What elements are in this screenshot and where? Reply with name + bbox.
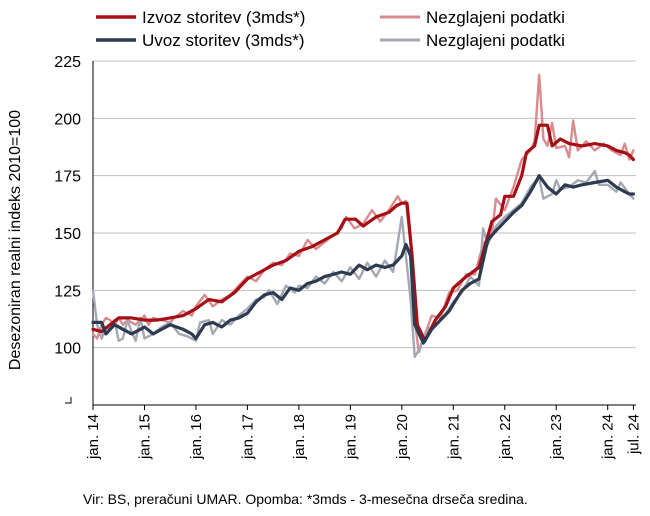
x-tick-label: jul. 24 (625, 414, 642, 455)
x-tick-label: jan. 17 (239, 414, 256, 460)
series-line-uvoz-raw (91, 169, 635, 358)
y-tick-label: 225 (54, 54, 81, 71)
y-tick-label: 150 (54, 226, 81, 243)
y-axis-title: Desezoniran realni indeks 2010=100 (7, 110, 24, 370)
legend-label-uvoz: Uvoz storitev (3mds*) (142, 31, 304, 50)
axes: 100 125 150 175 200 225 jan. 14 jan. 15 jan. 16 j… (54, 54, 642, 460)
gridlines (93, 60, 636, 349)
x-tick-label: jan. 22 (497, 414, 514, 460)
y-tick-label: 125 (54, 283, 81, 300)
x-tick-label: jan. 19 (342, 414, 359, 460)
x-tick-label: jan. 18 (291, 414, 308, 460)
x-tick-label: jan. 23 (548, 414, 565, 460)
legend: Izvoz storitev (3mds*) Nezglajeni podatk… (96, 8, 565, 50)
series-line-uvoz (91, 174, 635, 345)
x-tick-label: jan. 15 (136, 414, 153, 460)
x-tick-label: jan. 14 (85, 414, 102, 460)
x-tick-label: jan. 20 (394, 414, 411, 460)
legend-label-izvoz: Izvoz storitev (3mds*) (142, 8, 305, 27)
y-tick-label: 100 (54, 341, 81, 358)
legend-label-izvoz-raw: Nezglajeni podatki (426, 8, 565, 27)
x-tick-label: jan. 24 (600, 414, 617, 460)
legend-label-uvoz-raw: Nezglajeni podatki (426, 31, 565, 50)
y-tick-label: 200 (54, 111, 81, 128)
footnote: Vir: BS, preračuni UMAR. Opomba: *3mds -… (83, 491, 528, 507)
x-tick-label: jan. 21 (445, 414, 462, 460)
x-tick-label: jan. 16 (188, 414, 205, 460)
series-line-izvoz (91, 123, 635, 343)
axis-break-marker (65, 397, 72, 404)
series-line-izvoz-raw (91, 73, 635, 354)
series (91, 73, 635, 358)
y-tick-label: 175 (54, 169, 81, 186)
